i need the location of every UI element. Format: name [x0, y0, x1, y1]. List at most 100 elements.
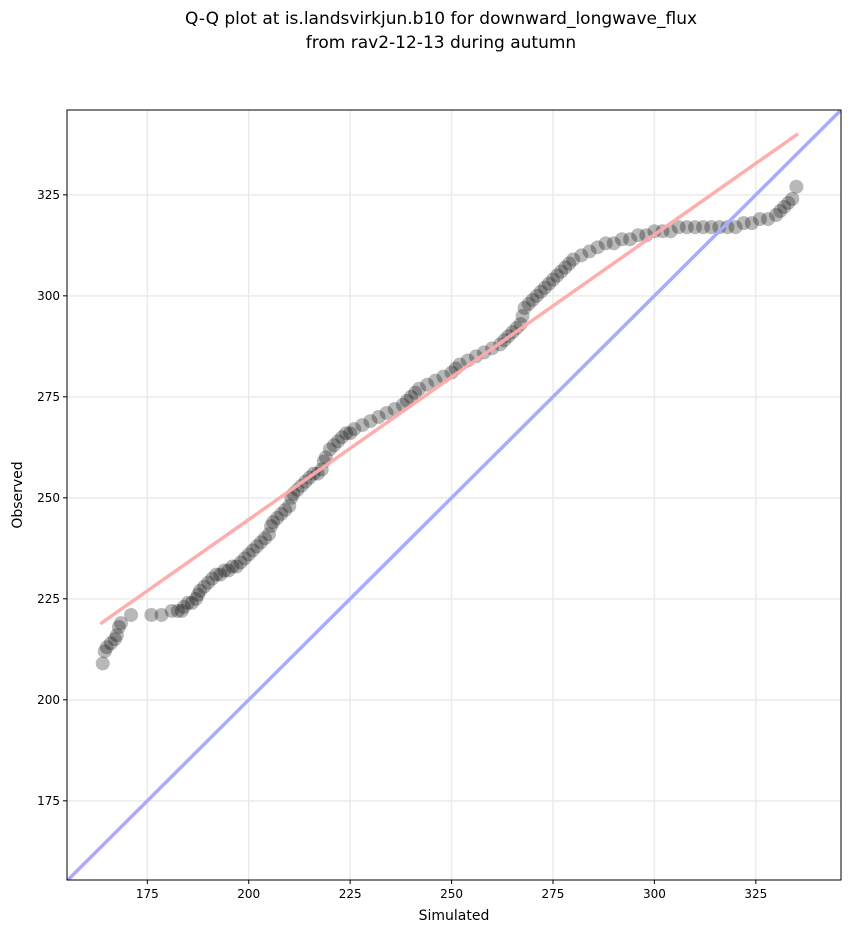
data-point	[379, 405, 394, 420]
data-point	[631, 228, 646, 243]
data-point	[515, 309, 530, 324]
data-point	[249, 539, 264, 554]
identity-line	[67, 110, 841, 880]
data-point	[525, 292, 540, 307]
data-point	[343, 426, 358, 441]
data-point	[744, 216, 759, 231]
y-tick-label: 225	[37, 592, 60, 606]
data-point	[347, 422, 362, 437]
data-point	[322, 442, 337, 457]
data-point	[205, 571, 220, 586]
data-point	[687, 220, 702, 235]
data-point	[326, 438, 341, 453]
data-point	[284, 490, 299, 505]
data-point	[209, 567, 224, 582]
lines-layer	[67, 110, 841, 880]
data-point	[712, 220, 727, 235]
data-point	[785, 191, 800, 206]
data-point	[201, 575, 216, 590]
data-point	[760, 212, 775, 227]
plot-frame	[66, 109, 842, 881]
data-point	[554, 264, 569, 279]
data-point	[217, 563, 232, 578]
data-point	[598, 236, 613, 251]
data-point	[257, 531, 272, 546]
data-point	[558, 260, 573, 275]
data-point	[191, 587, 206, 602]
y-tick-label: 275	[37, 390, 60, 404]
data-point	[777, 199, 792, 214]
data-point	[264, 519, 279, 534]
x-tick-label: 200	[237, 887, 260, 901]
data-point	[111, 620, 126, 635]
data-point	[566, 252, 581, 267]
data-point	[330, 434, 345, 449]
data-point	[606, 236, 621, 251]
data-point	[282, 498, 297, 513]
data-point	[582, 244, 597, 259]
data-point	[184, 595, 199, 610]
data-point	[533, 284, 548, 299]
x-tick-label: 325	[744, 887, 767, 901]
data-point	[164, 603, 179, 618]
data-point	[574, 248, 589, 263]
data-point	[339, 426, 354, 441]
data-point	[225, 559, 240, 574]
data-point	[752, 212, 767, 227]
data-point	[99, 640, 114, 655]
y-axis-label: Observed	[10, 461, 26, 528]
data-point	[550, 268, 565, 283]
data-point	[107, 632, 122, 647]
chart-title-line-2: from rav2-12-13 during autumn	[306, 33, 576, 53]
data-point	[253, 535, 268, 550]
data-point	[237, 551, 252, 566]
data-point	[189, 591, 203, 606]
data-point	[176, 599, 191, 614]
data-point	[241, 547, 256, 562]
data-point	[213, 567, 228, 582]
data-point	[245, 543, 260, 558]
data-point	[221, 563, 236, 578]
data-point	[154, 607, 169, 622]
data-point	[562, 256, 577, 271]
data-point	[170, 603, 185, 618]
y-tick-label: 300	[37, 289, 60, 303]
data-point	[109, 628, 124, 643]
data-point	[789, 179, 804, 194]
data-point	[545, 272, 560, 287]
x-tick-label: 225	[339, 887, 362, 901]
y-tick-label: 175	[37, 794, 60, 808]
y-tick-label: 250	[37, 491, 60, 505]
data-point	[781, 195, 796, 210]
data-point	[704, 220, 719, 235]
x-tick-label: 300	[643, 887, 666, 901]
y-tick-label: 325	[37, 188, 60, 202]
data-point	[233, 555, 248, 570]
data-point	[529, 288, 544, 303]
data-point	[468, 349, 483, 364]
data-point	[266, 515, 281, 530]
data-point	[773, 203, 788, 218]
data-point	[371, 410, 386, 425]
data-point	[144, 607, 159, 622]
data-point	[671, 220, 686, 235]
data-point	[412, 381, 427, 396]
data-point	[408, 385, 423, 400]
data-point	[278, 502, 293, 517]
x-axis-label: Simulated	[419, 908, 490, 924]
data-point	[335, 430, 350, 445]
data-point	[197, 579, 212, 594]
data-point	[736, 216, 751, 231]
data-point	[97, 644, 112, 659]
data-point	[174, 603, 189, 618]
data-point	[769, 208, 784, 223]
data-point	[509, 321, 524, 336]
data-point	[229, 559, 244, 574]
data-point	[590, 240, 605, 255]
data-point	[517, 300, 532, 315]
data-point	[521, 296, 536, 311]
data-point	[355, 418, 370, 433]
data-point	[614, 232, 629, 247]
data-point	[537, 280, 552, 295]
